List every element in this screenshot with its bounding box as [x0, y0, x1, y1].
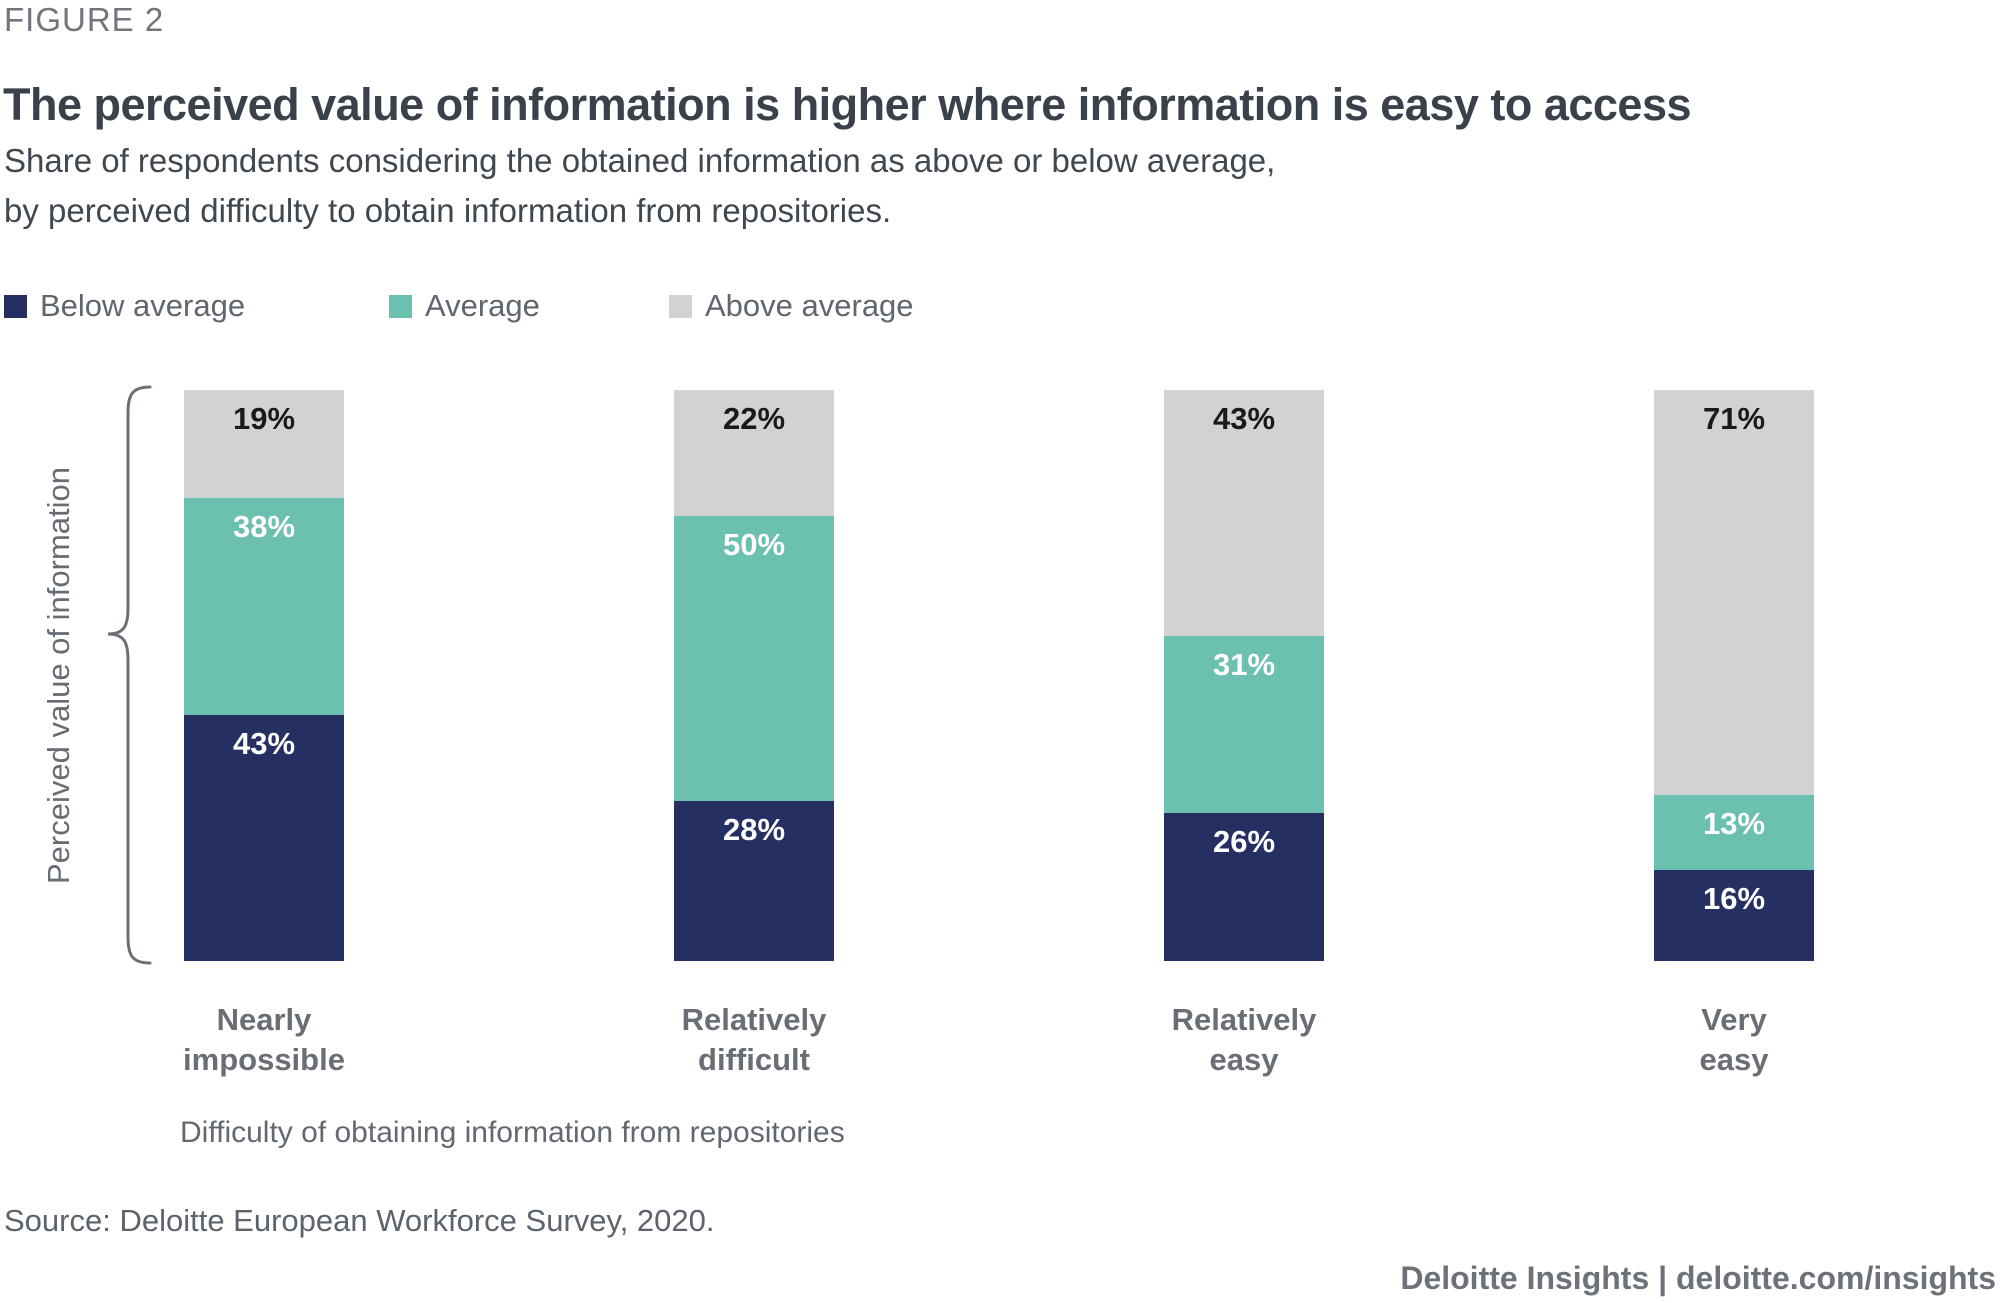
value-label: 50%	[722, 526, 786, 562]
segment-average: 13%	[1654, 795, 1814, 870]
segment-above-average: 22%	[674, 390, 834, 516]
stacked-bar-chart: 19% 38% 43% 22% 50% 28% 43% 31% 26% 71% 13% 16%	[0, 390, 2000, 961]
curly-brace-icon	[107, 385, 152, 965]
value-label: 16%	[1702, 880, 1766, 916]
category-label-very-easy: Very easy	[1699, 1002, 1769, 1078]
segment-below-average: 28%	[674, 801, 834, 961]
deloitte-insights-footer: Deloitte Insights | deloitte.com/insight…	[1400, 1260, 1996, 1296]
segment-above-average: 71%	[1654, 390, 1814, 796]
legend-item-below-average: Below average	[4, 288, 245, 324]
segment-average: 38%	[184, 498, 344, 716]
value-label: 43%	[1212, 401, 1276, 436]
segment-above-average: 43%	[1164, 390, 1324, 636]
legend-label: Average	[425, 288, 540, 323]
legend: Below average Average Above average	[0, 288, 1200, 328]
source-note: Source: Deloitte European Workforce Surv…	[4, 1203, 715, 1238]
legend-swatch-icon	[4, 294, 27, 318]
x-axis-category-labels: Nearly impossible Relatively difficult Rel…	[0, 1000, 2000, 1110]
legend-item-average: Average	[389, 288, 540, 324]
value-label: 31%	[1212, 646, 1276, 682]
value-label: 28%	[722, 812, 786, 848]
x-axis-label: Difficulty of obtaining information from…	[180, 1116, 845, 1149]
segment-below-average: 16%	[1654, 869, 1814, 961]
figure-number: FIGURE 2	[4, 1, 165, 38]
legend-swatch-icon	[389, 294, 412, 318]
chart-subtitle: Share of respondents considering the obt…	[4, 142, 1276, 229]
y-axis-brace	[106, 384, 158, 966]
value-label: 22%	[722, 401, 786, 436]
bar-relatively-easy: 43% 31% 26%	[1164, 390, 1324, 961]
value-label: 71%	[1702, 401, 1766, 436]
category-label-relatively-difficult: Relatively difficult	[681, 1002, 827, 1078]
segment-average: 31%	[1164, 635, 1324, 813]
legend-swatch-icon	[669, 294, 692, 318]
bar-nearly-impossible: 19% 38% 43%	[184, 390, 344, 961]
legend-label: Above average	[705, 288, 914, 323]
legend-label: Below average	[40, 288, 246, 323]
chart-title: The perceived value of information is hi…	[3, 79, 1692, 131]
value-label: 43%	[232, 726, 296, 762]
value-label: 19%	[232, 401, 296, 436]
value-label: 13%	[1702, 806, 1766, 842]
segment-average: 50%	[674, 515, 834, 802]
bar-relatively-difficult: 22% 50% 28%	[674, 390, 834, 961]
bar-very-easy: 71% 13% 16%	[1654, 390, 1814, 961]
segment-below-average: 43%	[184, 715, 344, 961]
category-label-relatively-easy: Relatively easy	[1171, 1002, 1317, 1078]
segment-below-average: 26%	[1164, 812, 1324, 961]
category-label-nearly-impossible: Nearly impossible	[183, 1002, 345, 1078]
value-label: 38%	[232, 509, 296, 545]
legend-item-above-average: Above average	[669, 288, 914, 324]
segment-above-average: 19%	[184, 390, 344, 499]
value-label: 26%	[1212, 823, 1276, 859]
